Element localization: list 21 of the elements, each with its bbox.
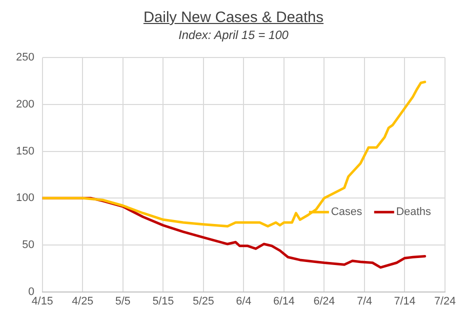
y-tick-label: 100 (16, 192, 34, 204)
x-tick-label: 6/4 (236, 295, 252, 308)
y-tick-label: 150 (16, 145, 34, 158)
y-tick-label: 0 (28, 286, 34, 298)
x-tick-label: 5/15 (152, 295, 174, 308)
y-tick-label: 50 (22, 238, 34, 251)
y-tick-label: 200 (16, 98, 34, 110)
x-tick-label: 5/25 (192, 295, 214, 308)
x-tick-label: 7/14 (394, 295, 416, 308)
legend-label: Cases (330, 206, 363, 218)
legend-label: Deaths (396, 206, 432, 218)
x-tick-label: 5/5 (115, 295, 131, 308)
x-tick-label: 6/14 (273, 295, 295, 308)
chart-title: Daily New Cases & Deaths (142, 8, 325, 27)
x-tick-label: 7/24 (434, 295, 456, 308)
x-tick-label: 6/24 (313, 295, 335, 308)
x-tick-label: 4/15 (32, 295, 54, 308)
y-tick-label: 250 (16, 52, 34, 64)
x-tick-label: 4/25 (72, 295, 94, 308)
chart-subtitle: Index: April 15 = 100 (178, 27, 290, 43)
x-tick-label: 7/4 (356, 295, 372, 308)
